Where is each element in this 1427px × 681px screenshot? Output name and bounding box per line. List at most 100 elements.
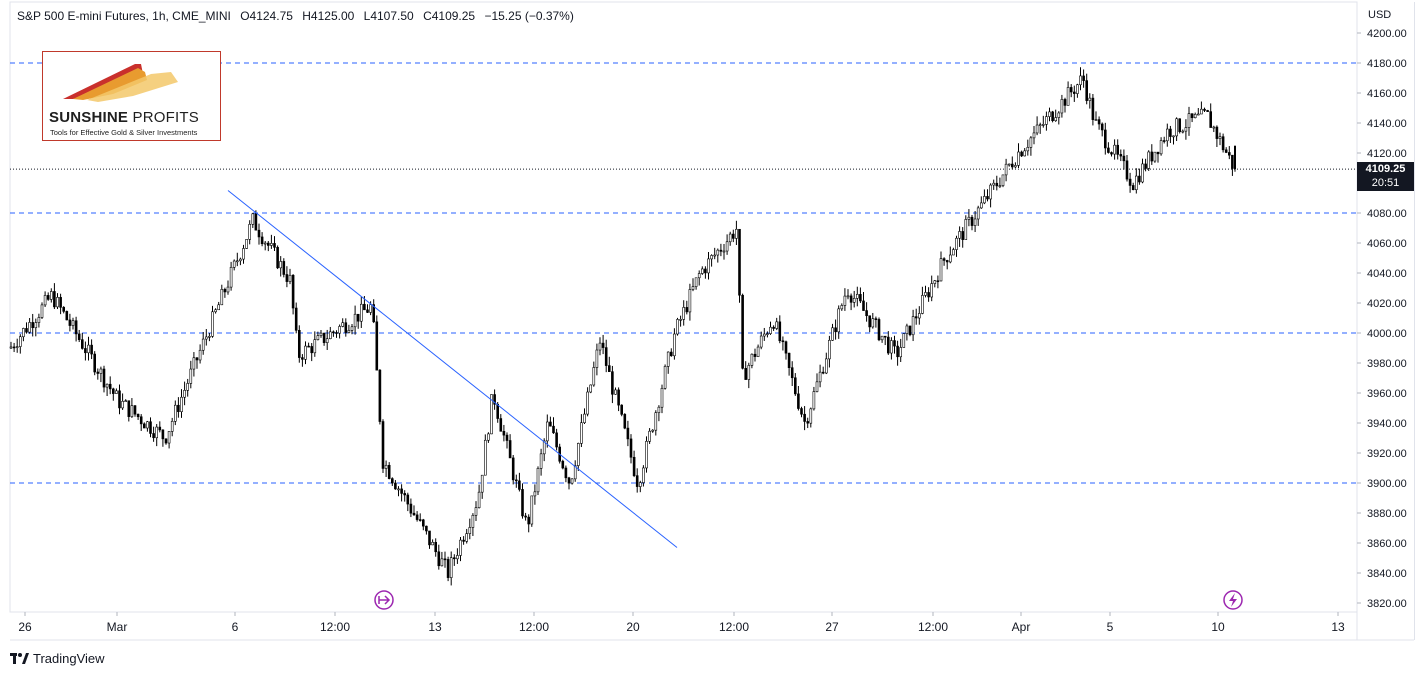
candle-body: [992, 182, 996, 186]
candle-body: [533, 491, 537, 497]
candle-body: [409, 503, 413, 514]
candle: [81, 332, 84, 350]
candle: [397, 486, 400, 497]
candle: [660, 384, 664, 414]
candle: [865, 302, 868, 322]
candle: [781, 336, 785, 351]
candle-body: [1131, 185, 1135, 191]
candle-body: [511, 457, 515, 481]
candle-body: [908, 325, 912, 336]
candle-body: [570, 478, 574, 484]
candle-body: [164, 438, 168, 444]
candle-body: [1172, 135, 1175, 138]
candle-body: [697, 273, 701, 279]
candle: [223, 287, 227, 298]
candle: [381, 419, 385, 473]
candle: [93, 351, 96, 376]
candle-body: [781, 340, 785, 343]
candle-body: [617, 389, 620, 406]
candle: [77, 329, 81, 343]
symbol-title[interactable]: S&P 500 E-mini Futures, 1h, CME_MINI: [17, 9, 231, 23]
candle-body: [700, 268, 704, 274]
candle-body: [443, 558, 447, 561]
candle-body: [983, 196, 986, 204]
candle: [508, 434, 512, 459]
candle-body: [713, 254, 717, 257]
candle: [685, 300, 689, 315]
candle-body: [518, 480, 521, 490]
candle: [285, 266, 289, 288]
candle-body: [322, 332, 326, 343]
candle: [1190, 113, 1194, 123]
candle: [1175, 117, 1178, 142]
candle: [1023, 148, 1027, 157]
candle: [164, 438, 168, 445]
candle-body: [359, 303, 363, 322]
candle: [304, 341, 307, 365]
candle: [217, 301, 220, 311]
candle-body: [660, 387, 664, 408]
tradingview-attribution[interactable]: TradingView: [10, 651, 105, 666]
candle-body: [576, 443, 580, 466]
candle-body: [880, 335, 884, 341]
candle-body: [1144, 163, 1147, 169]
candle: [1150, 144, 1154, 165]
candle-body: [471, 514, 475, 528]
candle-body: [815, 381, 819, 392]
candle-body: [930, 283, 934, 298]
candle: [22, 327, 25, 342]
candle-body: [390, 478, 394, 484]
candle: [1091, 94, 1095, 126]
candle: [673, 328, 676, 360]
candle: [403, 490, 407, 502]
candle-body: [738, 228, 741, 296]
candle: [1166, 123, 1169, 147]
forward-arrow-circle-icon[interactable]: [374, 590, 394, 610]
candle: [784, 340, 788, 360]
candle-body: [1141, 163, 1144, 183]
candle: [604, 339, 608, 373]
y-tick-label: 3900.00: [1367, 478, 1407, 490]
logo-arrow-icon: [63, 64, 178, 102]
candle-body: [1001, 174, 1005, 186]
candle: [744, 361, 748, 380]
candle-body: [936, 280, 940, 283]
candle: [130, 398, 134, 418]
candle: [952, 247, 955, 256]
candle: [704, 266, 707, 279]
candle-body: [1166, 128, 1169, 142]
candle: [933, 279, 937, 288]
candle: [964, 215, 968, 240]
candle: [893, 335, 896, 354]
candle: [697, 270, 701, 286]
candle: [911, 309, 915, 342]
candle: [201, 332, 205, 355]
candle-body: [384, 464, 388, 469]
candle: [59, 293, 62, 315]
candle-body: [759, 335, 763, 348]
candle: [421, 518, 425, 531]
candle: [161, 429, 165, 447]
candle: [663, 364, 667, 390]
candle-body: [474, 507, 478, 516]
candle: [831, 323, 834, 341]
y-tick-label: 4000.00: [1367, 328, 1407, 340]
currency-label[interactable]: USD: [1368, 9, 1392, 21]
candle-body: [1156, 151, 1160, 155]
candle-body: [53, 291, 56, 308]
y-tick-label: 3920.00: [1367, 448, 1407, 460]
candle: [211, 305, 214, 338]
candle: [762, 327, 766, 341]
lightning-circle-icon[interactable]: [1223, 590, 1243, 610]
candle-body: [319, 332, 323, 336]
candle-body: [933, 280, 937, 284]
candle-body: [105, 383, 109, 388]
candle-body: [155, 426, 158, 439]
candle-body: [654, 412, 658, 431]
trendline[interactable]: [227, 190, 678, 548]
candle: [846, 289, 850, 300]
candle-body: [902, 333, 906, 348]
candle-body: [1197, 113, 1200, 116]
